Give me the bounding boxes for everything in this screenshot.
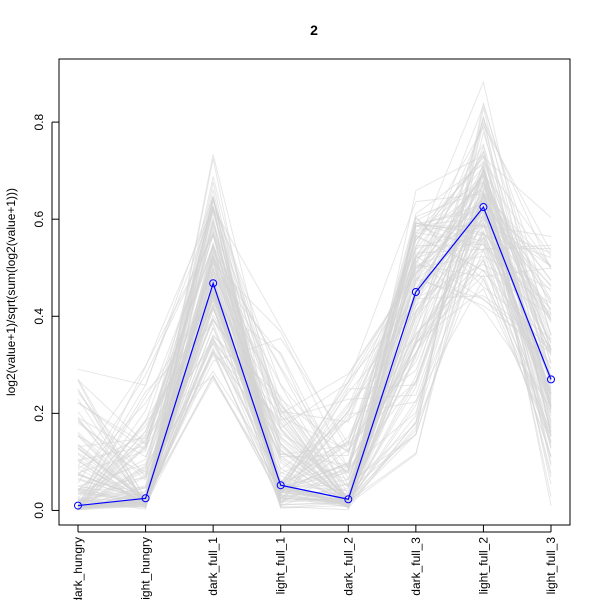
profile-line <box>77 130 552 510</box>
plot-frame <box>58 58 571 526</box>
data-point <box>411 288 420 296</box>
profile-line <box>77 244 552 506</box>
profile-line <box>77 232 552 491</box>
y-tick-label: 0.0 <box>32 502 46 519</box>
x-axis: dark_hungry light_hungry dark_full_1 light_… <box>71 525 558 600</box>
data-point <box>74 501 82 510</box>
profile-line <box>77 170 552 508</box>
data-point <box>479 203 488 212</box>
x-tick-label: light_hungry <box>139 537 153 600</box>
mean-series <box>74 203 555 510</box>
series-line <box>77 205 552 507</box>
data-point <box>209 279 218 288</box>
profile-line <box>77 144 552 508</box>
x-tick-label: light_full_2 <box>476 537 490 595</box>
x-tick-label: dark_full_3 <box>409 537 423 596</box>
profile-line <box>77 248 552 508</box>
x-tick-label: dark_full_1 <box>206 537 220 596</box>
y-tick-label: 0.4 <box>32 308 46 325</box>
data-point <box>547 375 555 384</box>
y-axis: 0.0 0.2 0.4 0.6 0.8 <box>32 113 59 519</box>
profile-line <box>77 198 552 507</box>
profile-line <box>77 208 552 504</box>
x-tick-label: dark_full_2 <box>341 537 355 596</box>
data-point <box>276 481 285 490</box>
background-profiles <box>77 80 552 511</box>
x-tick-label: dark_hungry <box>71 537 85 600</box>
profile-line <box>77 203 552 495</box>
x-tick-label: light_full_1 <box>274 537 288 595</box>
profile-line <box>77 200 552 479</box>
chart-title: 2 <box>310 22 318 38</box>
y-tick-label: 0.6 <box>32 211 46 228</box>
profile-line <box>77 189 552 503</box>
profile-line <box>77 204 552 506</box>
y-tick-label: 0.2 <box>32 405 46 422</box>
data-point <box>141 494 150 503</box>
x-tick-label: light_full_3 <box>544 537 558 595</box>
y-axis-label: log2(value+1)/sqrt(sum(log2(value+1))) <box>4 188 18 396</box>
y-tick-label: 0.8 <box>32 113 46 130</box>
data-point <box>344 495 353 504</box>
